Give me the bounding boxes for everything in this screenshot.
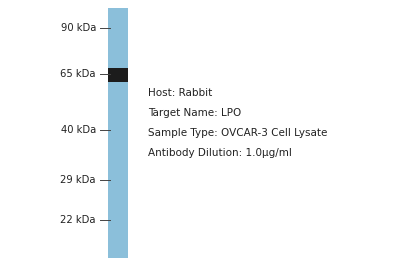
- Bar: [108, 68, 128, 82]
- Text: 65 kDa: 65 kDa: [60, 69, 96, 79]
- Text: Antibody Dilution: 1.0μg/ml: Antibody Dilution: 1.0μg/ml: [148, 148, 292, 158]
- Text: Host: Rabbit: Host: Rabbit: [148, 88, 212, 98]
- Text: 90 kDa: 90 kDa: [61, 23, 96, 33]
- Text: 40 kDa: 40 kDa: [61, 125, 96, 135]
- Text: 22 kDa: 22 kDa: [60, 215, 96, 225]
- Text: Sample Type: OVCAR-3 Cell Lysate: Sample Type: OVCAR-3 Cell Lysate: [148, 128, 327, 138]
- Bar: [108, 8, 128, 258]
- Text: 29 kDa: 29 kDa: [60, 175, 96, 185]
- Text: Target Name: LPO: Target Name: LPO: [148, 108, 241, 118]
